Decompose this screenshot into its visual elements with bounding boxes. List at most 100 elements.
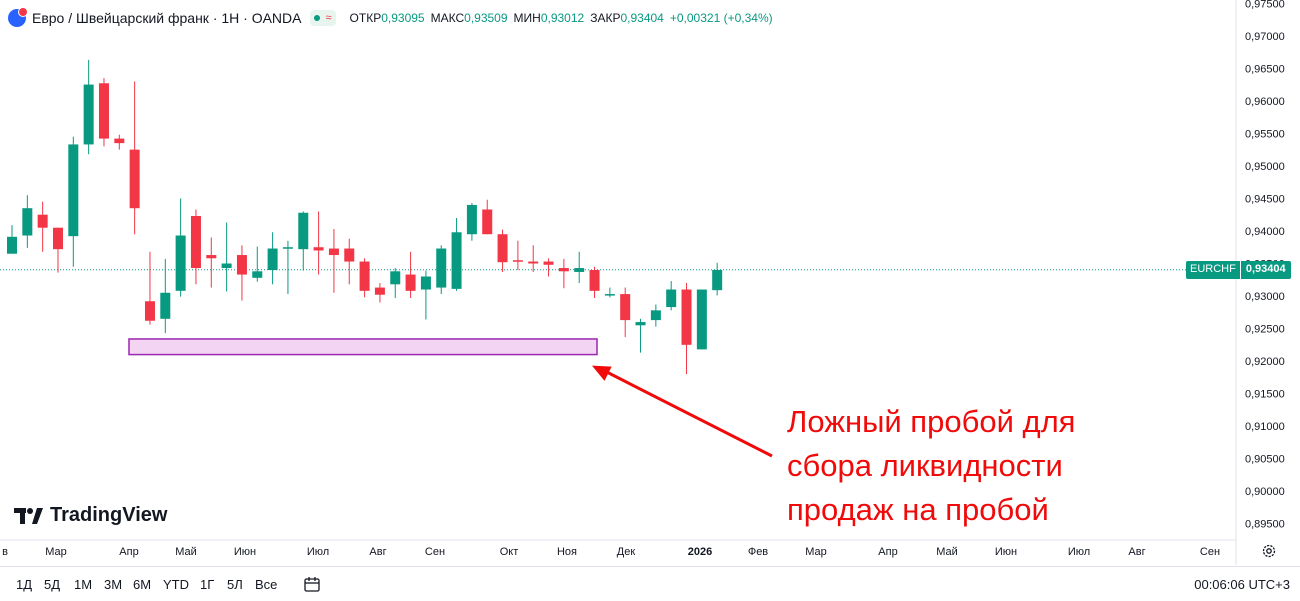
time-tick-label: Мар bbox=[805, 546, 827, 558]
logo-text: TradingView bbox=[50, 504, 168, 526]
time-tick-label: Сен bbox=[425, 546, 445, 558]
timeframe-5y-button[interactable]: 5Л bbox=[227, 577, 243, 592]
liquidity-zone-rect[interactable] bbox=[128, 338, 598, 356]
candle-body[interactable] bbox=[22, 208, 33, 236]
candle-body[interactable] bbox=[206, 255, 217, 259]
candle-body[interactable] bbox=[221, 263, 232, 269]
annotation-text[interactable]: Ложный пробой для сбора ликвидности прод… bbox=[787, 400, 1075, 532]
time-tick-label: Сен bbox=[1200, 546, 1220, 558]
candle-body[interactable] bbox=[543, 261, 554, 265]
annotation-arrow-line[interactable] bbox=[603, 369, 773, 458]
symbol-title[interactable]: Евро / Швейцарский франк · 1H · OANDA bbox=[32, 10, 302, 26]
time-tick-label: Июн bbox=[234, 546, 256, 558]
time-tick-label: Дек bbox=[617, 546, 636, 558]
timeframe-5d-button[interactable]: 5Д bbox=[44, 577, 61, 592]
candle-body[interactable] bbox=[236, 255, 247, 275]
candle-body[interactable] bbox=[696, 289, 707, 350]
annotation-line: продаж на пробой bbox=[787, 492, 1049, 527]
annotation-arrow-head bbox=[592, 365, 612, 381]
candle-body[interactable] bbox=[37, 214, 48, 228]
tradingview-logo-icon bbox=[14, 507, 43, 524]
price-tick-label: 0,90500 bbox=[1245, 454, 1285, 466]
candle-body[interactable] bbox=[374, 287, 385, 295]
candle-body[interactable] bbox=[7, 236, 17, 254]
price-axis[interactable]: 0,97500 0,97000 0,96500 0,96000 0,95500 0,950… bbox=[1235, 0, 1285, 565]
candle-body[interactable] bbox=[482, 209, 493, 235]
time-tick-label: Май bbox=[175, 546, 197, 558]
price-tick-label: 0,91500 bbox=[1245, 389, 1285, 401]
price-tick-label: 0,94500 bbox=[1245, 193, 1285, 205]
candle-body[interactable] bbox=[405, 274, 416, 291]
ohlc-open-value: 0,93095 bbox=[381, 11, 425, 25]
candle-body[interactable] bbox=[420, 276, 431, 290]
candle-body[interactable] bbox=[558, 268, 569, 272]
ohlc-change-value: +0,00321 (+0,34%) bbox=[669, 11, 773, 25]
candle-body[interactable] bbox=[175, 235, 186, 291]
candle-body[interactable] bbox=[114, 138, 125, 144]
ohlc-legend: ОТКР 0,93095 МАКС 0,93509 МИН 0,93012 ЗАКР 0… bbox=[344, 11, 773, 25]
candle-body[interactable] bbox=[359, 261, 370, 291]
candle-body[interactable] bbox=[451, 232, 462, 289]
time-tick-label: Апр bbox=[119, 546, 138, 558]
candle-body[interactable] bbox=[252, 271, 263, 278]
candle-body[interactable] bbox=[497, 234, 508, 263]
candle-body[interactable] bbox=[390, 271, 401, 285]
timeframe-3m-button[interactable]: 3М bbox=[104, 577, 123, 592]
candle-body[interactable] bbox=[528, 261, 539, 264]
candle-body[interactable] bbox=[574, 268, 585, 272]
chart-header: Евро / Швейцарский франк · 1H · OANDA ≈ … bbox=[8, 7, 773, 28]
timeframe-1m-button[interactable]: 1М bbox=[74, 577, 93, 592]
candle-body[interactable] bbox=[328, 248, 339, 256]
ohlc-close-label: ЗАКР bbox=[590, 11, 621, 25]
time-axis[interactable]: в Мар Апр Май Июн Июл Авг Сен Окт Ноя Дек 2026 Фев Ма… bbox=[0, 539, 1236, 558]
currency-flag-icon[interactable] bbox=[8, 7, 28, 27]
candle-body[interactable] bbox=[282, 247, 293, 249]
clock-timezone[interactable]: 00:06:06 UTC+3 bbox=[1194, 577, 1290, 592]
timeframe-all-button[interactable]: Все bbox=[255, 577, 278, 592]
last-price-tag: EURCHF 0,93404 bbox=[1186, 260, 1291, 279]
candle-body[interactable] bbox=[160, 292, 171, 319]
candle-body[interactable] bbox=[712, 270, 723, 291]
time-tick-label: в bbox=[2, 546, 8, 558]
candle-body[interactable] bbox=[52, 227, 63, 250]
candle-body[interactable] bbox=[83, 84, 94, 145]
go-to-date-calendar-icon[interactable] bbox=[303, 575, 321, 593]
candle-body[interactable] bbox=[144, 301, 155, 321]
ohlc-low-label: МИН bbox=[513, 11, 541, 25]
candle-body[interactable] bbox=[313, 247, 324, 251]
time-tick-label: Июл bbox=[1068, 546, 1090, 558]
price-tick-label: 0,95500 bbox=[1245, 128, 1285, 140]
candle-body[interactable] bbox=[436, 248, 447, 288]
time-tick-label: Май bbox=[936, 546, 958, 558]
market-status-badge[interactable]: ≈ bbox=[309, 10, 336, 26]
timeframe-bar: 1Д 5Д 1М 3М 6М YTD 1Г 5Л Все 00:06:06 UT… bbox=[0, 566, 1300, 601]
candle-body[interactable] bbox=[666, 289, 677, 308]
market-open-dot-icon bbox=[313, 15, 320, 21]
settings-gear-icon[interactable] bbox=[1261, 543, 1277, 559]
candle-body[interactable] bbox=[635, 322, 646, 326]
candle-body[interactable] bbox=[604, 294, 615, 296]
candle-body[interactable] bbox=[68, 144, 79, 237]
time-tick-label: Авг bbox=[369, 546, 386, 558]
candle-body[interactable] bbox=[190, 216, 201, 269]
timeframe-6m-button[interactable]: 6М bbox=[133, 577, 152, 592]
candle-body[interactable] bbox=[267, 248, 278, 270]
timeframe-ytd-button[interactable]: YTD bbox=[163, 577, 189, 592]
candle-body[interactable] bbox=[98, 83, 109, 139]
ohlc-high-label: МАКС bbox=[430, 11, 465, 25]
candle-body[interactable] bbox=[298, 212, 309, 250]
timeframe-1d-button[interactable]: 1Д bbox=[16, 577, 33, 592]
time-tick-label: 2026 bbox=[688, 546, 712, 558]
candle-body[interactable] bbox=[344, 248, 355, 262]
timeframe-1y-button[interactable]: 1Г bbox=[200, 577, 215, 592]
candle-body[interactable] bbox=[650, 310, 661, 321]
time-tick-label: Авг bbox=[1128, 546, 1145, 558]
candle-body[interactable] bbox=[589, 270, 600, 291]
candle-body[interactable] bbox=[681, 289, 692, 345]
candle-body[interactable] bbox=[466, 204, 477, 235]
candle-body[interactable] bbox=[129, 149, 140, 209]
candle-body[interactable] bbox=[512, 260, 523, 262]
candle-body[interactable] bbox=[620, 294, 631, 321]
tradingview-logo[interactable]: TradingView bbox=[14, 504, 167, 527]
